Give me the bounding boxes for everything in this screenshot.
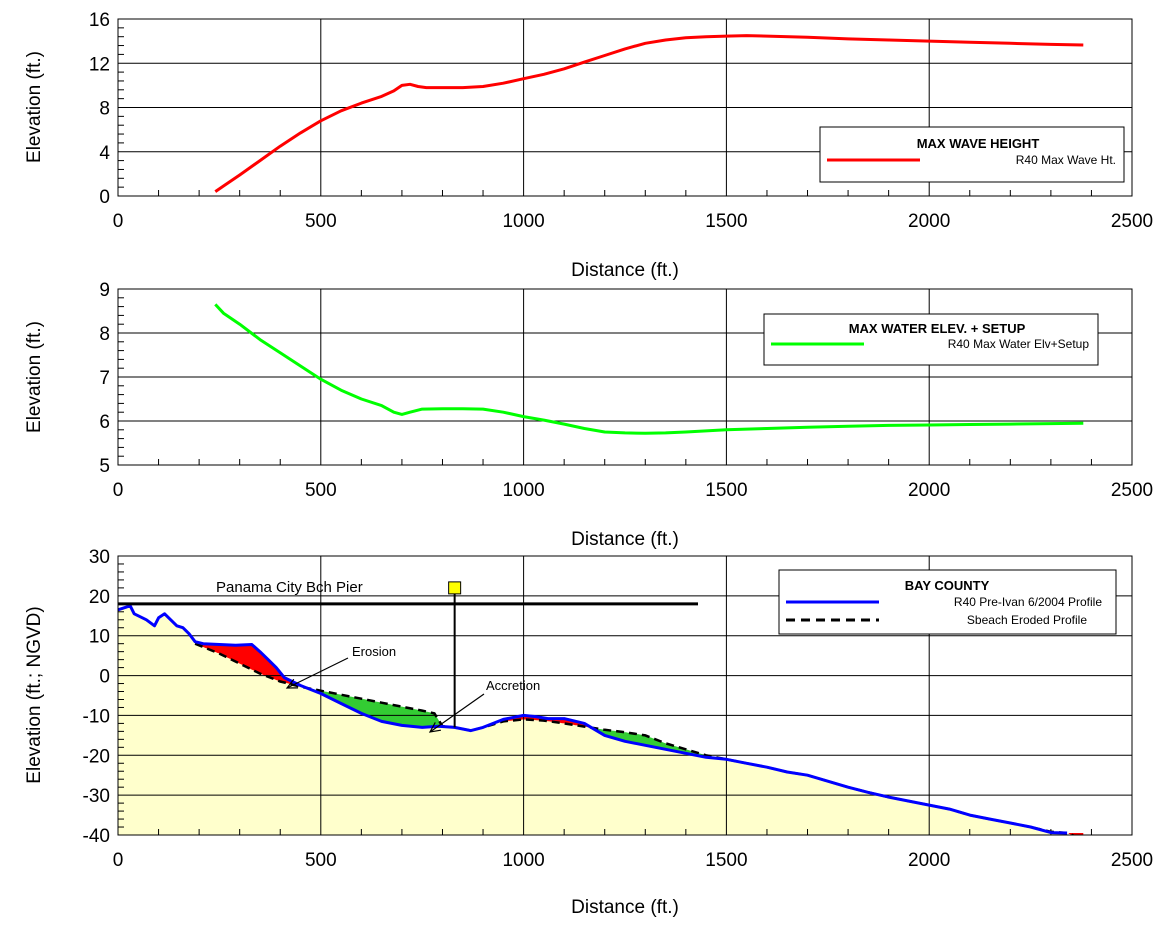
water-elevation-panel: 0 500 1000 1500 2000 2500 5 6 7 8 9 Distance (ft.)… — [24, 280, 1153, 550]
y-tick-label: 16 — [89, 10, 110, 31]
legend: MAX WAVE HEIGHT R40 Max Wave Ht. — [819, 126, 1125, 183]
minor-ticks — [118, 563, 1092, 835]
beach-profile-panel: 0 500 1000 1500 2000 2500-40-30-20-100102030 … — [24, 547, 1153, 918]
legend-item-wave: R40 Max Wave Ht. — [1016, 153, 1116, 167]
y-tick-label: 30 — [89, 547, 110, 568]
x-axis-title: Distance (ft.) — [571, 260, 679, 281]
accretion-area — [593, 728, 720, 759]
x-tick-label: 0 — [113, 850, 124, 871]
x-axis-title: Distance (ft.) — [571, 897, 679, 918]
water-elevation-line — [214, 303, 1084, 435]
tick-labels: 0 500 1000 1500 2000 2500 -40 -30 -20 -10 0 10 20 30 — [83, 547, 1154, 871]
legend-box — [763, 313, 1099, 366]
series-layer — [214, 303, 1084, 435]
accretion-arrow — [429, 693, 485, 733]
x-tick-label: 2000 — [908, 850, 950, 871]
erosion-label: Erosion — [352, 644, 396, 659]
y-tick-label: 12 — [89, 54, 110, 75]
accretion-area — [310, 688, 442, 728]
x-tick-label: 2500 — [1111, 211, 1153, 232]
y-tick-label: 20 — [89, 587, 110, 608]
y-tick-label: 10 — [89, 627, 110, 648]
y-tick-label: -10 — [83, 706, 110, 727]
minor-ticks — [118, 27, 1092, 196]
x-tick-label: 0 — [113, 211, 124, 232]
y-tick-label: 9 — [99, 280, 110, 301]
legend-title: MAX WATER ELEV. + SETUP — [849, 321, 1026, 336]
y-axis-title: Elevation (ft.; NGVD) — [24, 606, 45, 783]
legend-item-eroded: Sbeach Eroded Profile — [967, 613, 1087, 627]
accretion-arrow-head — [428, 722, 441, 733]
x-tick-label: 2500 — [1111, 480, 1153, 501]
grid — [118, 556, 1132, 835]
x-tick-label: 1000 — [502, 850, 544, 871]
accretion-label: Accretion — [486, 678, 540, 693]
x-tick-label: 0 — [113, 480, 124, 501]
y-tick-label: 8 — [99, 324, 110, 345]
y-axis-title: Elevation (ft.) — [24, 321, 45, 433]
x-tick-label: 1500 — [705, 850, 747, 871]
y-tick-label: 7 — [99, 368, 110, 389]
y-tick-label: 6 — [99, 412, 110, 433]
x-tick-label: 500 — [305, 850, 337, 871]
y-tick-label: 8 — [99, 99, 110, 120]
legend-title: MAX WAVE HEIGHT — [917, 136, 1040, 151]
x-axis-title: Distance (ft.) — [571, 529, 679, 550]
x-tick-label: 2000 — [908, 480, 950, 501]
x-tick-label: 2000 — [908, 211, 950, 232]
tick-labels: 0 500 1000 1500 2000 2500 0 4 8 12 16 — [89, 10, 1153, 232]
x-tick-label: 1500 — [705, 211, 747, 232]
y-tick-label: 0 — [99, 187, 110, 208]
legend-box — [819, 126, 1125, 183]
series-layer — [214, 34, 1084, 193]
x-tick-label: 500 — [305, 480, 337, 501]
y-tick-label: 4 — [99, 143, 110, 164]
pier-label: Panama City Bch Pier — [216, 579, 363, 596]
erosion-arrow-head — [285, 678, 299, 689]
y-tick-label: -40 — [83, 826, 110, 847]
y-axis-title: Elevation (ft.) — [24, 51, 45, 163]
plot-frame — [117, 555, 1133, 836]
y-tick-label: -20 — [83, 746, 110, 767]
y-tick-label: 5 — [99, 456, 110, 477]
tick-labels: 0 500 1000 1500 2000 2500 5 6 7 8 9 — [99, 280, 1153, 501]
erosion-arrow — [286, 657, 349, 689]
x-tick-label: 500 — [305, 211, 337, 232]
pier-marker — [448, 581, 462, 595]
minor-ticks — [118, 297, 1092, 465]
legend: MAX WATER ELEV. + SETUP R40 Max Water El… — [763, 313, 1099, 366]
y-tick-label: 0 — [99, 667, 110, 688]
erosion-area — [1068, 833, 1084, 835]
wave-height-line — [214, 34, 1084, 193]
x-tick-label: 1000 — [502, 211, 544, 232]
pre-ivan-profile-line — [118, 604, 1068, 835]
x-tick-label: 2500 — [1111, 850, 1153, 871]
sand-fill — [118, 605, 1068, 835]
legend-title: BAY COUNTY — [905, 578, 990, 593]
annotation-layer — [118, 581, 699, 733]
legend-item-water: R40 Max Water Elv+Setup — [948, 337, 1090, 351]
y-tick-label: -30 — [83, 786, 110, 807]
legend: BAY COUNTY R40 Pre-Ivan 6/2004 Profile S… — [778, 569, 1117, 635]
x-tick-label: 1000 — [502, 480, 544, 501]
series-layer — [118, 604, 1076, 835]
x-tick-label: 1500 — [705, 480, 747, 501]
legend-item-profile: R40 Pre-Ivan 6/2004 Profile — [954, 595, 1102, 609]
wave-height-panel: 0 500 1000 1500 2000 2500 0 4 8 12 16 Distance (ft… — [24, 10, 1153, 281]
